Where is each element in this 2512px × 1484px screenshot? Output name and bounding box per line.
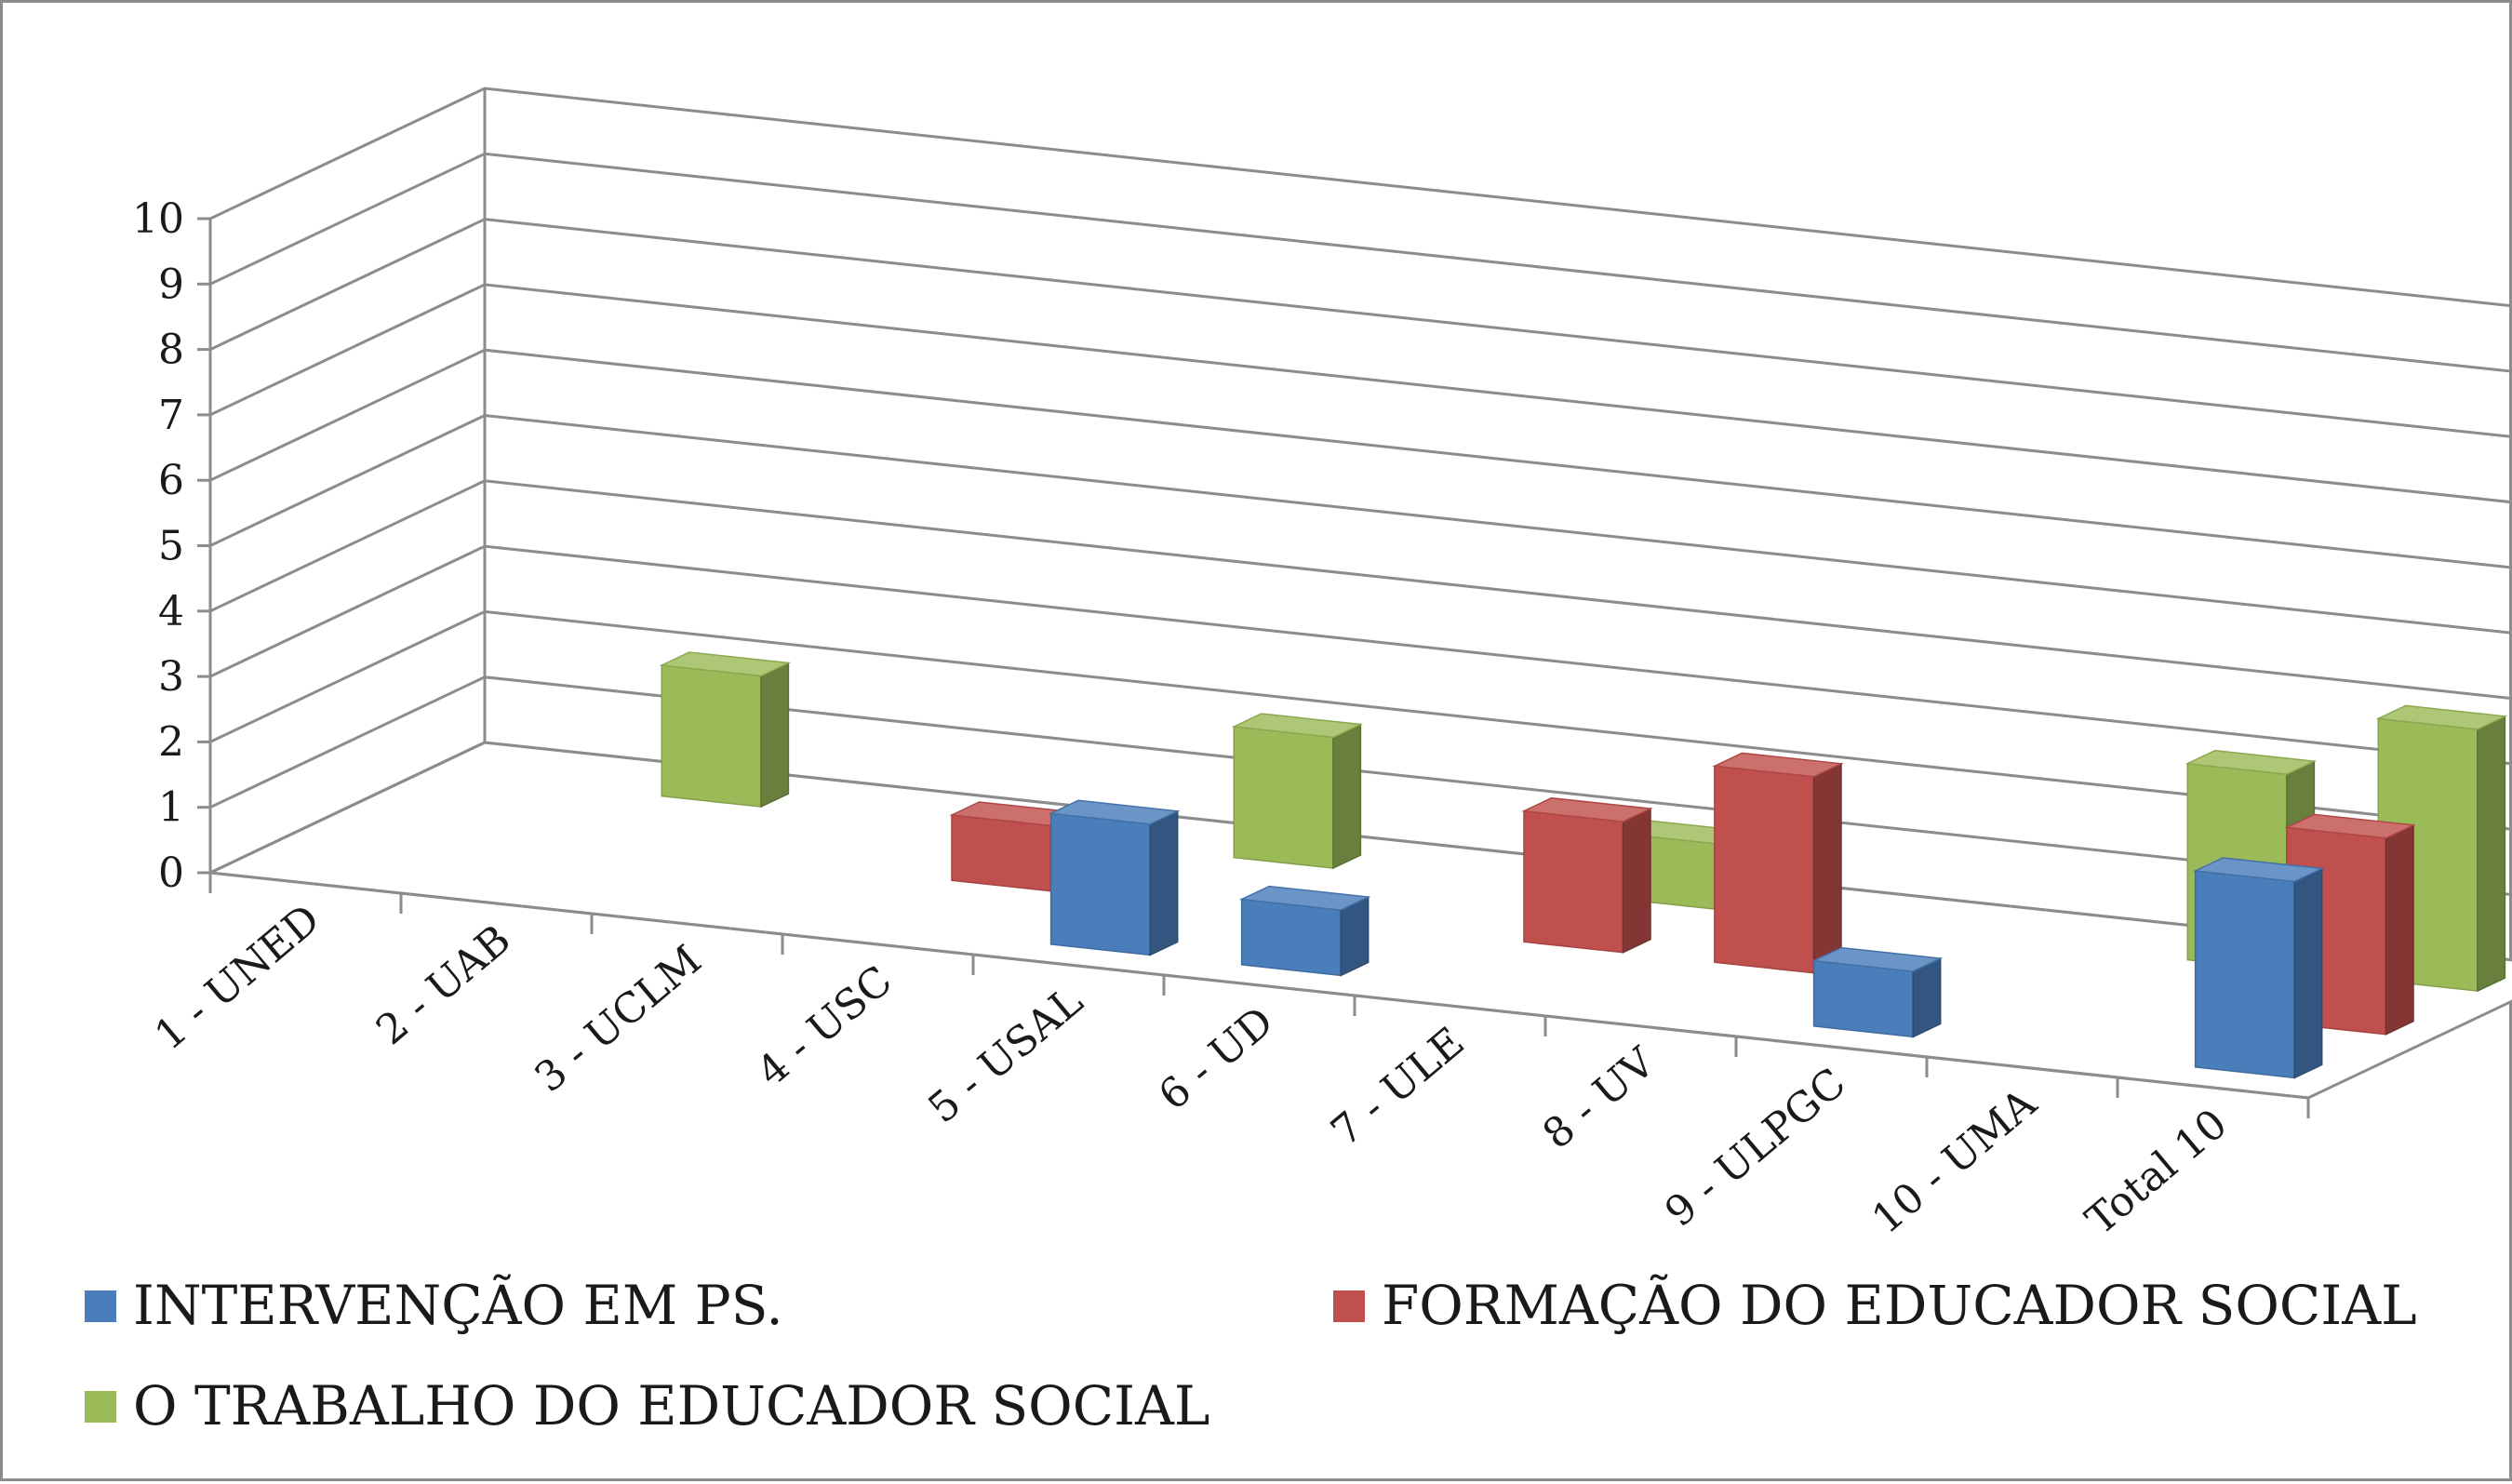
gridline (209, 283, 2512, 504)
bar-side-face (1332, 723, 1362, 870)
x-tick-label: 8 - UV (1534, 1038, 1665, 1159)
bar-top-face (2185, 749, 2318, 775)
bar-front-face (1233, 726, 1334, 869)
bar (2192, 857, 2325, 1079)
bar-top-face (1712, 752, 1844, 778)
gridline (209, 152, 2512, 373)
x-tick-label: 2 - UAB (367, 916, 520, 1054)
legend-label: FORMAÇÃO DO EDUCADOR SOCIAL (1382, 1274, 2417, 1337)
bar-top-face (1811, 946, 1944, 972)
y-tick-label: 3 (158, 653, 184, 701)
bar-top-face (1238, 885, 1371, 911)
gridline (209, 348, 2512, 569)
x-tick-label: Total 10 (2078, 1100, 2237, 1244)
bar-side-face (2385, 823, 2414, 1036)
bar-front-face (1049, 812, 1151, 956)
bar (1231, 713, 1364, 870)
gridline (209, 544, 2512, 766)
bar-front-face (1714, 765, 1815, 974)
chart-3d-column: 0 1 2 3 4 5 6 7 8 9 10 1 - UNED 2 - UAB 3 - UCLM 4 - … (85, 87, 2512, 1437)
bar (1048, 799, 1181, 956)
legend-swatch (85, 1290, 116, 1322)
y-tick-label: 6 (158, 457, 184, 504)
legend-swatch (1333, 1290, 1365, 1322)
bar-front-face (661, 664, 762, 808)
y-tick-label: 0 (158, 849, 184, 897)
bar-top-face (1231, 713, 1364, 739)
bar-top-face (2192, 857, 2325, 883)
gridline (209, 218, 2512, 438)
x-tick-label: 4 - USC (748, 956, 901, 1095)
gridline (209, 675, 2512, 897)
bar-top-face (1048, 799, 1181, 825)
bar-front-face (951, 814, 1052, 892)
x-tick-label: 1 - UNED (146, 895, 329, 1060)
y-tick-label: 5 (158, 523, 184, 570)
bars (659, 651, 2508, 1079)
x-axis-line (209, 871, 2309, 1100)
bar-front-face (1812, 959, 1914, 1038)
legend-label: INTERVENÇÃO EM PS. (133, 1274, 783, 1337)
legend-swatch (85, 1391, 116, 1423)
gridline (209, 741, 2512, 962)
x-tick-label: 6 - UD (1150, 997, 1282, 1119)
bar-side-face (2477, 715, 2506, 993)
bar-top-face (2375, 704, 2508, 730)
x-tick-label: 7 - ULE (1322, 1018, 1473, 1156)
gridlines (209, 87, 2512, 962)
y-axis-ticks: 0 1 2 3 4 5 6 7 8 9 10 (132, 195, 210, 897)
bar (1238, 885, 1371, 977)
bar-side-face (1149, 809, 1179, 956)
y-tick-label: 10 (132, 195, 184, 243)
bar-top-face (1521, 796, 1653, 822)
bar (1712, 752, 1844, 974)
bar-side-face (760, 662, 790, 809)
bar-side-face (2293, 867, 2323, 1079)
gridline (209, 609, 2512, 831)
bar-side-face (1622, 807, 1651, 954)
x-tick-label: 10 - UMA (1864, 1079, 2047, 1244)
bar (659, 651, 792, 809)
x-tick-label: 5 - USAL (919, 977, 1091, 1132)
y-tick-label: 8 (158, 327, 184, 374)
y-tick-label: 7 (158, 392, 184, 439)
bar (1811, 946, 1944, 1038)
gridline (209, 413, 2512, 635)
bar-side-face (1812, 762, 1842, 974)
x-tick-label: 3 - UCLM (526, 936, 710, 1102)
y-tick-label: 9 (158, 261, 184, 308)
bar-top-face (659, 651, 792, 677)
legend: INTERVENÇÃO EM PS. FORMAÇÃO DO EDUCADOR S… (85, 1274, 2417, 1437)
bar-front-face (1523, 809, 1624, 954)
bar (1521, 796, 1653, 954)
bar-top-face (2284, 813, 2416, 839)
gridline (209, 87, 2512, 308)
bar-front-face (1240, 898, 1342, 977)
bar-front-face (2194, 870, 2295, 1079)
y-tick-label: 1 (158, 784, 184, 832)
gridline (209, 479, 2512, 701)
y-tick-label: 4 (158, 588, 184, 635)
y-tick-label: 2 (158, 718, 184, 766)
x-tick-label: 9 - ULPGC (1656, 1059, 1854, 1236)
legend-label: O TRABALHO DO EDUCADOR SOCIAL (133, 1374, 1209, 1437)
